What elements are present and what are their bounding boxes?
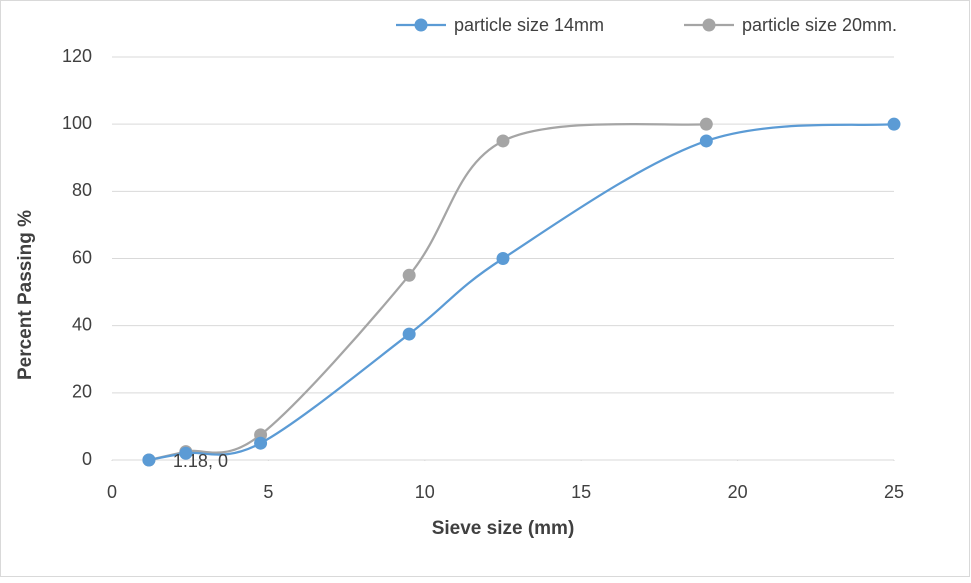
data-point xyxy=(887,117,901,131)
x-tick-label: 25 xyxy=(884,482,904,502)
legend-marker xyxy=(702,18,716,32)
y-tick-label: 40 xyxy=(72,314,92,334)
y-tick-label: 60 xyxy=(72,247,92,267)
data-point xyxy=(402,268,416,282)
legend-label: particle size 14mm xyxy=(454,15,604,35)
x-tick-label: 15 xyxy=(571,482,591,502)
data-point xyxy=(402,327,416,341)
data-point xyxy=(496,134,510,148)
data-point xyxy=(179,446,193,460)
x-tick-label: 10 xyxy=(415,482,435,502)
data-point xyxy=(142,453,156,467)
y-tick-label: 80 xyxy=(72,180,92,200)
y-axis-title: Percent Passing % xyxy=(15,210,36,380)
data-point xyxy=(496,252,510,265)
y-tick-label: 0 xyxy=(82,449,92,469)
x-tick-label: 0 xyxy=(107,482,117,502)
data-point xyxy=(699,117,713,131)
data-point xyxy=(254,436,268,450)
y-tick-label: 100 xyxy=(62,113,92,133)
y-tick-label: 120 xyxy=(62,46,92,66)
x-tick-label: 20 xyxy=(728,482,748,502)
legend-label: particle size 20mm. xyxy=(742,15,897,35)
y-tick-label: 20 xyxy=(72,382,92,402)
legend-marker xyxy=(414,18,428,32)
x-tick-label: 5 xyxy=(263,482,273,502)
series-line xyxy=(148,123,895,462)
x-axis-title: Sieve size (mm) xyxy=(432,518,575,539)
legend-item: particle size 20mm. xyxy=(684,15,897,35)
data-point xyxy=(699,134,713,148)
legend-item: particle size 14mm xyxy=(396,15,604,35)
